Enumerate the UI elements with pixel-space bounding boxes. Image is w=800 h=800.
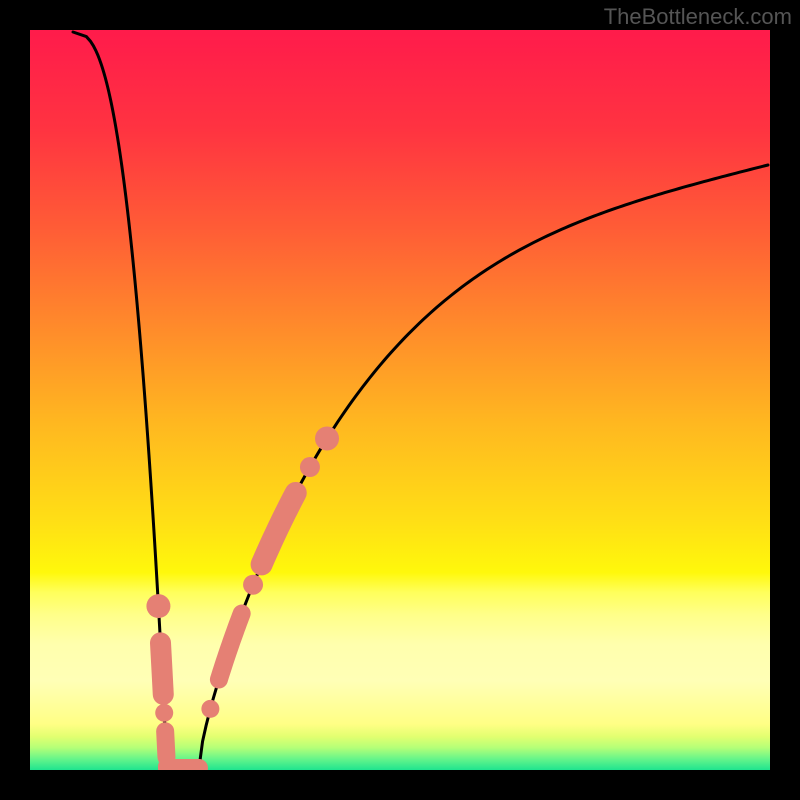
- marker-capsule: [161, 643, 164, 695]
- marker-dot: [146, 594, 170, 618]
- marker-capsule: [165, 731, 166, 757]
- chart-svg: [0, 0, 800, 800]
- marker-dot: [155, 704, 173, 722]
- marker-dot: [300, 457, 320, 477]
- marker-dot: [243, 575, 263, 595]
- marker-dot: [315, 426, 339, 450]
- plot-background: [30, 30, 770, 770]
- marker-dot: [201, 700, 219, 718]
- chart-container: TheBottleneck.com: [0, 0, 800, 800]
